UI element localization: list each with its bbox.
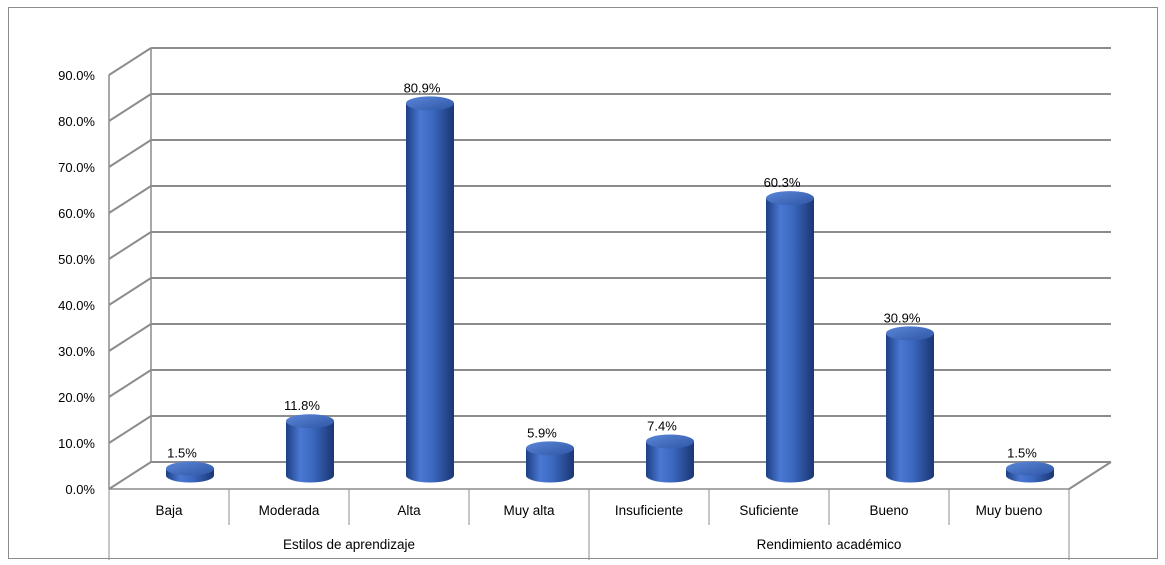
chart-svg: 0.0% 10.0% 20.0% 30.0% 40.0% 50.0% 60.0% 70.0% 8… [58,47,1112,560]
bar-cap [766,191,814,206]
x-tick-label: Suficiente [739,503,798,518]
bar-body [766,198,814,483]
floor-edge [1068,461,1112,490]
bar-body [286,421,334,483]
x-tick-label: Muy alta [503,503,555,518]
x-tick-label: Baja [155,503,183,518]
y-tick-label: 20.0% [58,390,95,405]
bar [286,414,334,483]
bar-body [526,448,574,483]
bar-data-label: 60.3% [764,175,801,190]
bar-data-label: 7.4% [647,418,677,433]
bar-data-label: 1.5% [1007,446,1037,461]
y-tick-label: 70.0% [58,160,95,175]
x-tick-label: Muy bueno [976,503,1043,518]
bar [406,96,454,483]
gridline-depth [108,461,152,490]
y-tick-label: 10.0% [58,436,95,451]
x-tick-label: Bueno [869,503,908,518]
bar-data-label: 11.8% [284,398,320,413]
bar [526,441,574,483]
bar [646,434,694,483]
gridline-depth [108,369,152,398]
bar-cap [886,326,934,341]
y-tick-label: 40.0% [58,298,95,313]
bar-body [886,333,934,483]
y-tick-label: 80.0% [58,114,95,129]
y-tick-label: 60.0% [58,206,95,221]
bar [166,461,214,483]
bars-layer [166,96,1054,483]
bar-cap [286,414,334,429]
gridline-depth [108,231,152,260]
bar-data-label: 80.9% [404,80,441,95]
gridline-depth [108,323,152,352]
x-group-label: Estilos de aprendizaje [283,537,415,552]
bar-data-label: 1.5% [167,446,197,461]
gridline-depth [108,185,152,214]
x-group-label: Rendimiento académico [757,537,902,552]
y-tick-label: 50.0% [58,252,95,267]
gridline-depth [108,47,152,76]
axis-layer [108,48,1070,560]
y-tick-label: 30.0% [58,344,95,359]
chart-frame: 0.0% 10.0% 20.0% 30.0% 40.0% 50.0% 60.0% 70.0% 8… [8,7,1158,560]
bar-cap [1006,461,1054,476]
x-tick-label: Moderada [259,503,320,518]
gridline-depth [108,415,152,444]
gridline-depth [108,139,152,168]
bar [886,326,934,483]
y-tick-label: 90.0% [58,68,95,83]
bar-cap [646,434,694,449]
x-tick-label: Insuficiente [615,503,683,518]
bar-cap [406,96,454,111]
bar-body [406,103,454,483]
labels-layer: 0.0% 10.0% 20.0% 30.0% 40.0% 50.0% 60.0% 70.0% 8… [58,68,1042,552]
bar-data-label: 5.9% [527,425,557,440]
grid-layer [108,47,1112,490]
gridline-depth [108,93,152,122]
x-tick-label: Alta [397,503,421,518]
bar [1006,461,1054,483]
bar-cap [526,441,574,456]
gridline-depth [108,277,152,306]
bar-cap [166,461,214,476]
y-tick-label: 0.0% [65,482,95,497]
bar-body [646,441,694,483]
bar-data-label: 30.9% [884,310,921,325]
bar [766,191,814,483]
